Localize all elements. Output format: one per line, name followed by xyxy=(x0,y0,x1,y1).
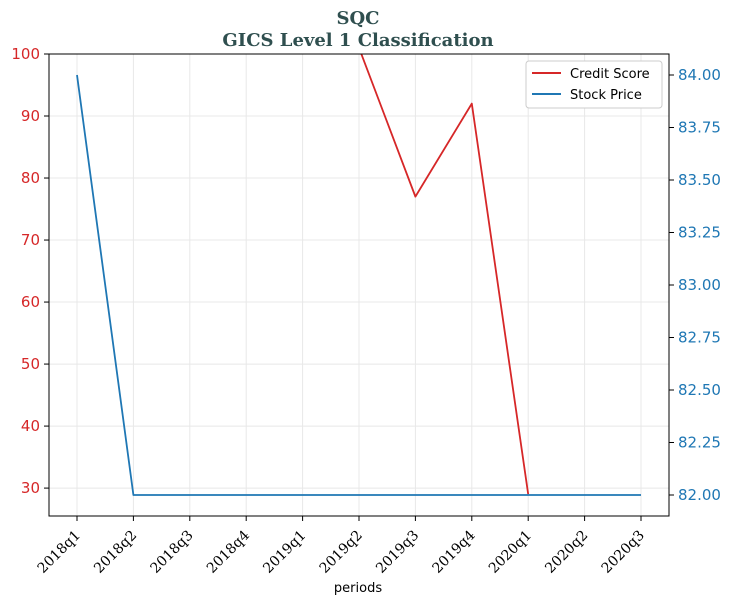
x-tick-label: 2018q3 xyxy=(147,528,196,577)
x-tick-label: 2018q2 xyxy=(91,528,140,577)
right-tick-label: 83.75 xyxy=(678,119,721,137)
left-tick-label: 70 xyxy=(21,231,40,249)
x-tick-label: 2020q1 xyxy=(486,528,535,577)
right-tick-label: 83.00 xyxy=(678,276,721,294)
left-axis: 30 40 50 60 70 80 90 100 xyxy=(11,45,49,497)
left-tick-label: 80 xyxy=(21,169,40,187)
left-tick-label: 60 xyxy=(21,293,40,311)
x-tick-label: 2019q4 xyxy=(429,527,478,576)
series-layer xyxy=(76,54,641,496)
series-line-stock-price xyxy=(76,74,641,496)
left-tick-label: 100 xyxy=(11,45,40,63)
legend-label-stock-price: Stock Price xyxy=(570,88,642,103)
x-axis: 2018q1 2018q2 2018q3 2018q4 2019q1 2019q2 2019… xyxy=(35,516,648,577)
right-axis: 82.00 82.25 82.50 82.75 83.00 83.25 83.50 83.75… xyxy=(669,66,721,504)
right-tick-label: 83.50 xyxy=(678,171,721,189)
x-tick-label: 2020q2 xyxy=(542,528,591,577)
right-tick-label: 83.25 xyxy=(678,224,721,242)
grid-lines xyxy=(49,53,669,516)
series-line-credit-score xyxy=(360,54,530,495)
left-tick-label: 40 xyxy=(21,417,40,435)
left-tick-label: 50 xyxy=(21,355,40,373)
x-tick-label: 2019q3 xyxy=(373,528,422,577)
legend: Credit Score Stock Price xyxy=(525,60,663,109)
legend-label-credit-score: Credit Score xyxy=(570,67,650,82)
chart-title: SQC xyxy=(336,8,379,29)
right-tick-label: 82.00 xyxy=(678,486,721,504)
right-tick-label: 84.00 xyxy=(678,66,721,84)
right-tick-label: 82.25 xyxy=(678,434,721,452)
x-axis-label: periods xyxy=(334,581,382,596)
x-tick-label: 2018q1 xyxy=(35,528,84,577)
x-tick-label: 2019q1 xyxy=(260,528,309,577)
left-tick-label: 90 xyxy=(21,107,40,125)
x-tick-label: 2018q4 xyxy=(204,527,253,576)
x-tick-label: 2020q3 xyxy=(599,528,648,577)
right-tick-label: 82.50 xyxy=(678,381,721,399)
right-tick-label: 82.75 xyxy=(678,329,721,347)
chart-subtitle: GICS Level 1 Classification xyxy=(222,30,493,51)
left-tick-label: 30 xyxy=(21,479,40,497)
x-tick-label: 2019q2 xyxy=(317,528,366,577)
